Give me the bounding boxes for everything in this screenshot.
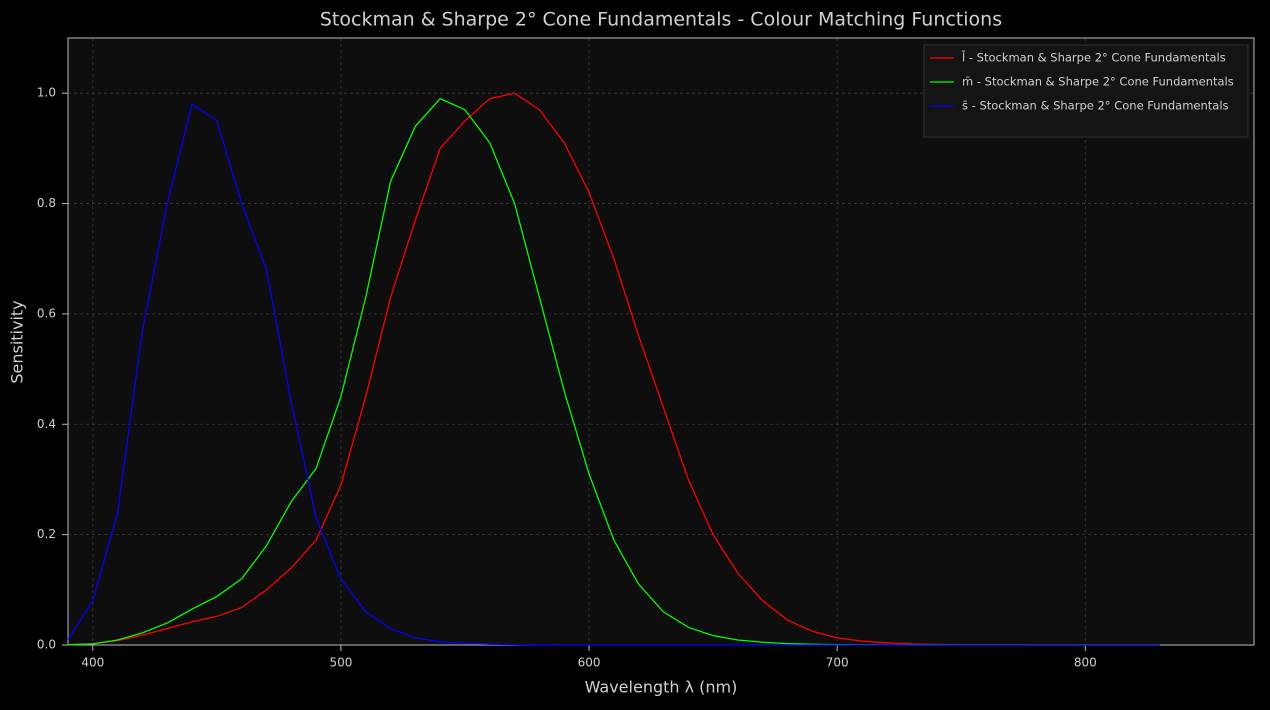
x-axis-label: Wavelength λ (nm) bbox=[585, 678, 738, 697]
y-tick-label: 0.8 bbox=[37, 196, 56, 210]
y-tick-label: 0.2 bbox=[37, 527, 56, 541]
plot-area bbox=[68, 38, 1254, 645]
y-tick-label: 0.6 bbox=[37, 306, 56, 320]
series-line bbox=[67, 103, 1160, 646]
legend: l̄ - Stockman & Sharpe 2° Cone Fundament… bbox=[923, 44, 1249, 138]
x-tick-label: 600 bbox=[578, 656, 601, 670]
x-tick-label: 800 bbox=[1074, 656, 1097, 670]
y-axis-label: Sensitivity bbox=[8, 300, 27, 383]
legend-label: l̄ - Stockman & Sharpe 2° Cone Fundament… bbox=[961, 50, 1225, 64]
y-tick-label: 1.0 bbox=[37, 86, 56, 100]
x-tick-label: 400 bbox=[81, 656, 104, 670]
x-tick-label: 700 bbox=[826, 656, 849, 670]
legend-box bbox=[923, 44, 1249, 138]
legend-label: m̄ - Stockman & Sharpe 2° Cone Fundament… bbox=[962, 75, 1234, 89]
x-tick-label: 500 bbox=[329, 656, 352, 670]
y-tick-label: 0.0 bbox=[37, 638, 56, 652]
y-tick-label: 0.4 bbox=[37, 417, 56, 431]
legend-label: s̄ - Stockman & Sharpe 2° Cone Fundament… bbox=[962, 99, 1229, 113]
chart-title: Stockman & Sharpe 2° Cone Fundamentals -… bbox=[320, 9, 1002, 31]
